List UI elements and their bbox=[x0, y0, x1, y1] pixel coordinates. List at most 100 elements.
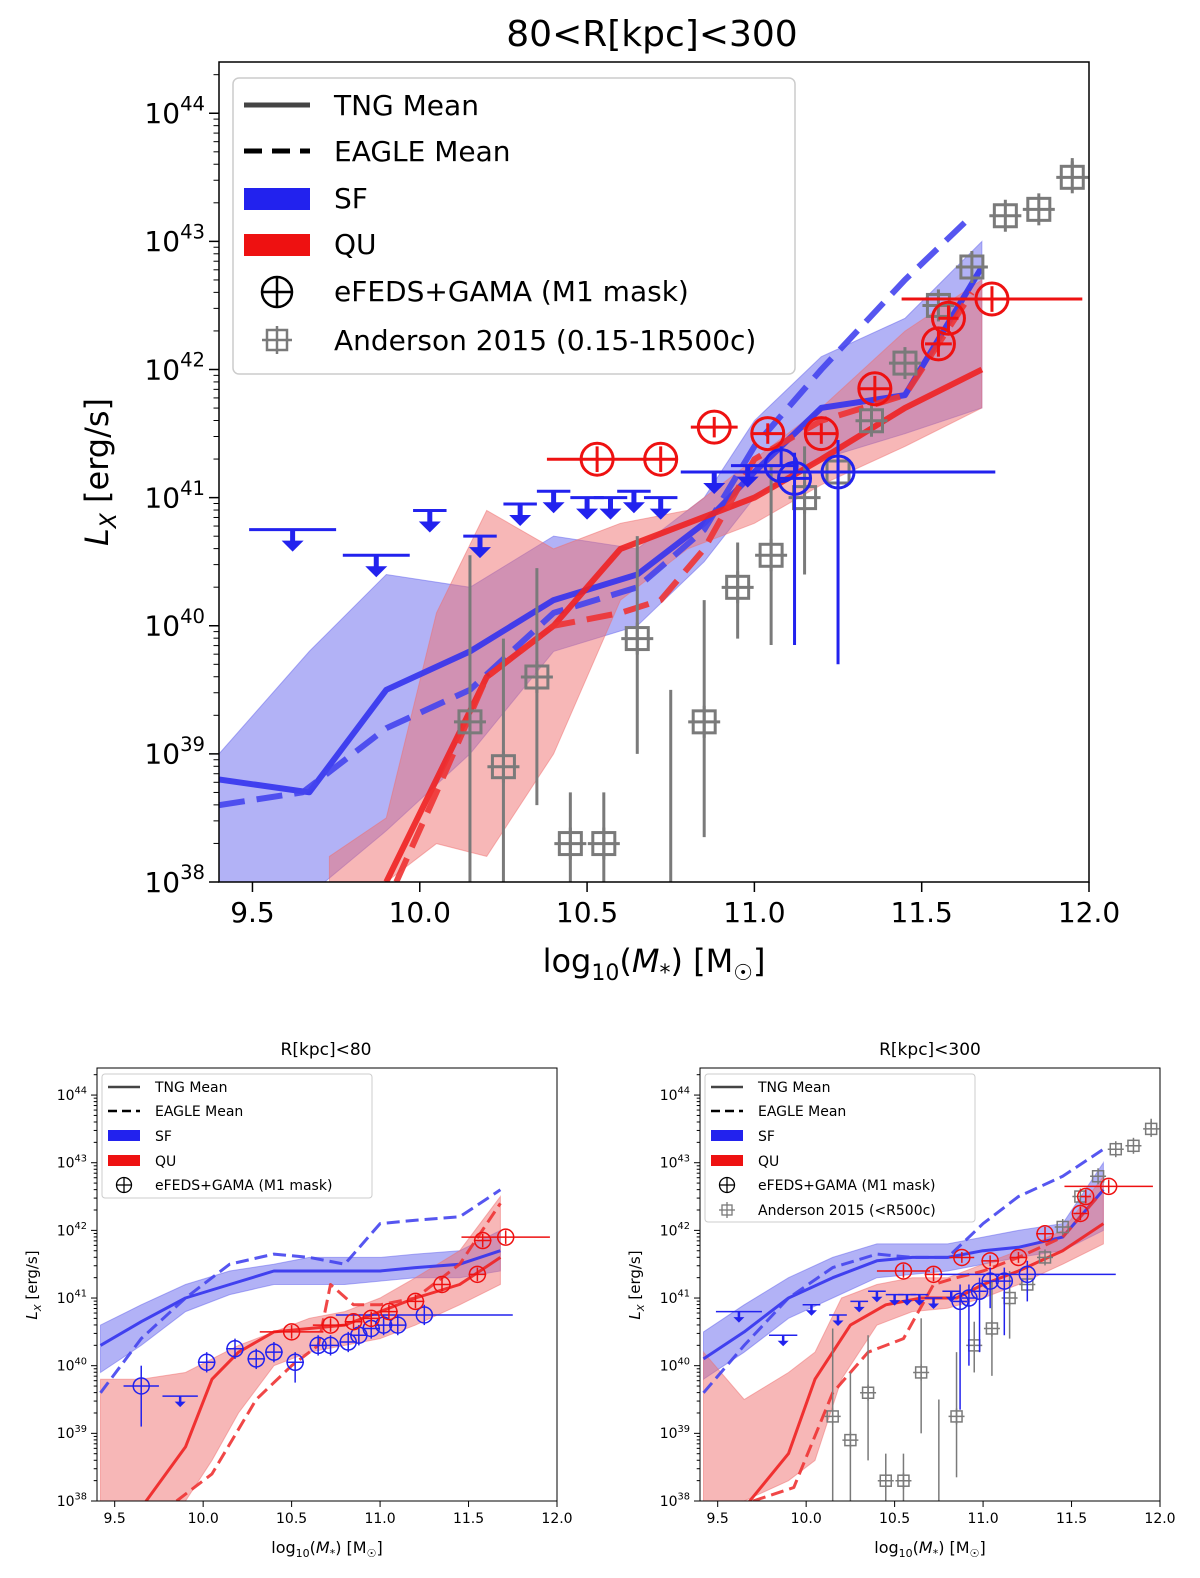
series-line-tng-mean-qu bbox=[144, 1256, 502, 1501]
legend-swatch-sf bbox=[711, 1130, 743, 1141]
x-tick-label: 9.5 bbox=[707, 1511, 729, 1527]
points-layer bbox=[123, 1228, 550, 1427]
anderson-point bbox=[621, 536, 654, 754]
anderson-point bbox=[1107, 1141, 1124, 1158]
ticks-layer: 9.5 10.0 10.5 11.0 11.5 12.010381039104010411… bbox=[144, 74, 1120, 929]
x-tick-label: 10.5 bbox=[556, 896, 618, 929]
legend-label-eagle: EAGLE Mean bbox=[334, 135, 511, 168]
legend-marker-anderson bbox=[719, 1202, 735, 1218]
efeds-point-sf bbox=[335, 1304, 513, 1326]
x-tick-label: 11.5 bbox=[891, 896, 953, 929]
x-tick-label: 11.0 bbox=[967, 1511, 998, 1527]
x-tick-label: 12.0 bbox=[1144, 1511, 1175, 1527]
legend-marker-anderson bbox=[262, 326, 292, 354]
anderson-point bbox=[1125, 1137, 1142, 1154]
efeds-point-sf bbox=[247, 1348, 266, 1370]
legend-label-qu: QU bbox=[334, 228, 377, 261]
efeds-point-sf bbox=[938, 1260, 1116, 1302]
upper-limit-arrow bbox=[503, 502, 537, 527]
efeds-point-sf bbox=[960, 1284, 978, 1366]
upper-limit-arrow bbox=[249, 528, 337, 552]
legend-box bbox=[232, 77, 796, 375]
anderson-point bbox=[913, 1318, 930, 1434]
lines-layer bbox=[702, 1147, 1105, 1501]
chart-title: 80<R[kpc]<300 bbox=[506, 14, 797, 55]
efeds-point-qu bbox=[750, 416, 786, 452]
legend-marker-efeds bbox=[260, 275, 294, 309]
efeds-point-qu bbox=[473, 1231, 492, 1250]
efeds-point-sf bbox=[680, 439, 996, 665]
anderson-point bbox=[948, 1352, 965, 1478]
anderson-point bbox=[1056, 158, 1089, 194]
legend-label-efeds: eFEDS+GAMA (M1 mask) bbox=[758, 1178, 935, 1194]
upper-limit-arrow bbox=[413, 508, 447, 533]
efeds-point-qu bbox=[1071, 1204, 1090, 1223]
band-qu bbox=[100, 1195, 501, 1501]
efeds-point-sf bbox=[777, 452, 813, 645]
series-line-eagle-mean-sf bbox=[99, 1188, 502, 1394]
y-axis-label: LX [erg/s] bbox=[626, 1250, 647, 1319]
lines-layer bbox=[99, 1188, 502, 1501]
efeds-point-qu bbox=[949, 1248, 975, 1267]
plot-frame bbox=[96, 1067, 558, 1502]
efeds-point-qu bbox=[690, 409, 738, 445]
y-axis-label: LX [erg/s] bbox=[78, 398, 122, 546]
anderson-point bbox=[1143, 1118, 1160, 1137]
anderson-point bbox=[842, 1372, 859, 1501]
x-tick-label: 11.0 bbox=[364, 1511, 395, 1527]
efeds-point-qu bbox=[803, 416, 839, 452]
upper-limit-arrow bbox=[463, 534, 497, 559]
plot-frame bbox=[699, 1067, 1161, 1502]
legend-swatch-qu bbox=[711, 1155, 743, 1166]
anderson-point bbox=[895, 1453, 912, 1501]
efeds-point-qu bbox=[1036, 1225, 1054, 1243]
legend: TNG Mean EAGLE Mean SF QU eFEDS+GAMA (M1… bbox=[232, 77, 796, 375]
legend-label-anderson: Anderson 2015 (<R500c) bbox=[758, 1203, 936, 1219]
x-tick-label: 11.0 bbox=[723, 896, 785, 929]
series-line-tng-mean-sf bbox=[702, 1188, 1105, 1361]
efeds-point-sf bbox=[197, 1352, 216, 1373]
points-layer bbox=[249, 158, 1089, 882]
x-tick-label: 12.0 bbox=[1058, 896, 1120, 929]
x-tick-label: 12.0 bbox=[541, 1511, 572, 1527]
upper-limit-arrow bbox=[715, 1310, 762, 1323]
x-axis-label: log10(M*) [M☉] bbox=[271, 1538, 382, 1560]
anderson-point bbox=[587, 792, 620, 882]
efeds-point-sf bbox=[951, 1284, 969, 1410]
upper-limit-arrow bbox=[162, 1395, 198, 1408]
legend-swatch-sf bbox=[244, 188, 310, 210]
legend-label-qu: QU bbox=[155, 1154, 176, 1170]
efeds-point-qu bbox=[920, 326, 956, 362]
series-line-tng-mean-qu bbox=[747, 1222, 1105, 1501]
x-tick-label: 11.5 bbox=[1056, 1511, 1087, 1527]
legend-label-eagle: EAGLE Mean bbox=[155, 1104, 243, 1120]
efeds-point-qu bbox=[468, 1265, 487, 1284]
legend-label-anderson: Anderson 2015 (0.15-1R500c) bbox=[334, 324, 756, 357]
efeds-point-qu bbox=[857, 371, 893, 407]
legend: TNG Mean EAGLE Mean SF QU eFEDS+GAMA (M1… bbox=[101, 1073, 373, 1199]
legend-box bbox=[704, 1073, 976, 1223]
legend-swatch-qu bbox=[108, 1155, 140, 1166]
anderson-point bbox=[983, 1281, 1000, 1376]
legend-label-efeds: eFEDS+GAMA (M1 mask) bbox=[155, 1178, 332, 1194]
upper-limit-arrow bbox=[643, 496, 678, 520]
anderson-point bbox=[487, 638, 520, 882]
efeds-point-qu bbox=[546, 441, 648, 477]
anderson-point bbox=[1037, 1249, 1053, 1266]
chart-title: R[kpc]<80 bbox=[281, 1040, 372, 1060]
efeds-point-sf bbox=[286, 1352, 304, 1383]
ticks-layer: 9.5 10.0 10.5 11.0 11.5 12.010381039104010411… bbox=[57, 1074, 573, 1527]
efeds-point-sf bbox=[123, 1365, 159, 1427]
points-layer bbox=[715, 1118, 1160, 1501]
chart-title: R[kpc]<300 bbox=[879, 1040, 981, 1060]
legend-box bbox=[101, 1073, 373, 1199]
anderson-point bbox=[520, 568, 553, 806]
efeds-point-sf bbox=[763, 446, 799, 484]
x-tick-label: 10.0 bbox=[188, 1511, 219, 1527]
efeds-point-qu bbox=[433, 1275, 451, 1294]
anderson-point bbox=[755, 465, 788, 645]
anderson-point bbox=[688, 600, 721, 838]
upper-limit-arrow bbox=[924, 1297, 943, 1310]
upper-limit-arrow bbox=[769, 1334, 798, 1347]
